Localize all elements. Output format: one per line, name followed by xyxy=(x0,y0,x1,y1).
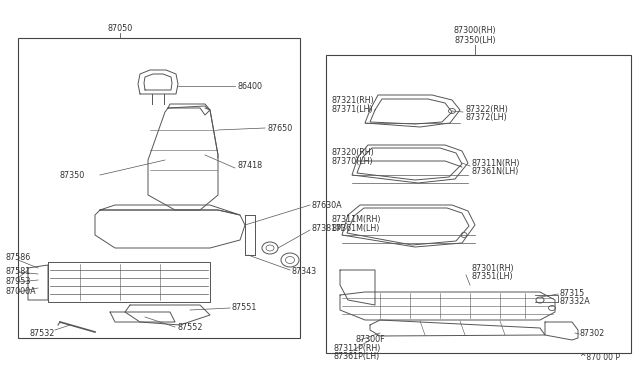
Text: 87418: 87418 xyxy=(237,160,262,170)
Text: 87050: 87050 xyxy=(108,23,132,32)
Text: 87370(LH): 87370(LH) xyxy=(332,157,374,166)
Text: ^870 00 P: ^870 00 P xyxy=(580,353,620,362)
Text: 87630A: 87630A xyxy=(312,201,342,209)
Bar xyxy=(326,55,631,353)
Text: 87361N(LH): 87361N(LH) xyxy=(472,167,520,176)
Text: 87301(RH): 87301(RH) xyxy=(472,263,515,273)
Text: 87551: 87551 xyxy=(232,304,257,312)
Text: 87361P(LH): 87361P(LH) xyxy=(334,353,380,362)
Text: 87350: 87350 xyxy=(60,170,85,180)
Text: 87311N(RH): 87311N(RH) xyxy=(472,158,520,167)
Text: 87581: 87581 xyxy=(5,267,30,276)
Text: 87311M(RH): 87311M(RH) xyxy=(332,215,381,224)
Text: 87302: 87302 xyxy=(580,330,605,339)
Text: 87000A: 87000A xyxy=(5,288,36,296)
Text: 87586: 87586 xyxy=(5,253,30,263)
Text: 87311P(RH): 87311P(RH) xyxy=(334,343,381,353)
Text: 87351(LH): 87351(LH) xyxy=(472,273,514,282)
Text: 87650: 87650 xyxy=(267,124,292,132)
Text: 87350(LH): 87350(LH) xyxy=(454,35,496,45)
Text: 87532: 87532 xyxy=(30,328,56,337)
Text: 87320(RH): 87320(RH) xyxy=(332,148,375,157)
Text: 87315: 87315 xyxy=(560,289,585,298)
Text: 87361M(LH): 87361M(LH) xyxy=(332,224,380,232)
Bar xyxy=(18,38,300,338)
Text: 87300F: 87300F xyxy=(355,336,385,344)
Text: 86400: 86400 xyxy=(237,81,262,90)
Text: 87953: 87953 xyxy=(5,278,30,286)
Text: 87343: 87343 xyxy=(292,267,317,276)
Text: 87552: 87552 xyxy=(177,324,202,333)
Text: 87332A: 87332A xyxy=(560,298,591,307)
Text: 87321(RH): 87321(RH) xyxy=(332,96,375,105)
Text: 87371(LH): 87371(LH) xyxy=(332,105,374,113)
Text: 87300(RH): 87300(RH) xyxy=(454,26,496,35)
Text: 87372(LH): 87372(LH) xyxy=(465,112,507,122)
Text: 87381M: 87381M xyxy=(312,224,344,232)
Text: 87322(RH): 87322(RH) xyxy=(465,105,508,113)
